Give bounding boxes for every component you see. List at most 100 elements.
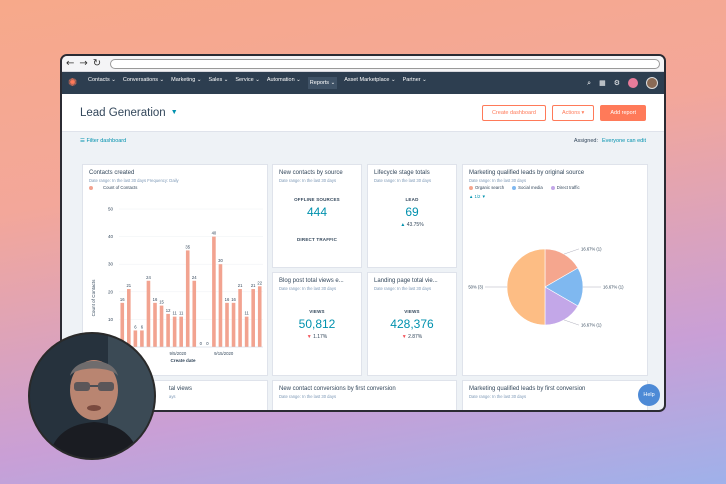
x-tick-label: 9/5/2020 [170,351,187,356]
legend-label: Social media [518,185,543,190]
bar [244,316,249,347]
kpi-label: OFFLINE SOURCES [294,197,340,202]
kpi-label: LEAD [405,197,419,202]
data-label: 30 [218,258,223,263]
card-subtitle: Date range: In the last 30 days Frequenc… [89,178,179,183]
y-axis-label: Count of Contacts [91,279,96,316]
kpi-value: 444 [306,205,328,219]
landing-views-card[interactable]: Landing page total vie... Date range: In… [367,272,457,376]
hubspot-logo-icon[interactable]: ✺ [68,76,78,89]
address-bar[interactable] [110,58,660,69]
nav-right: ⌕ ▦ ⚙ [587,77,658,89]
settings-icon[interactable]: ⚙ [613,79,620,87]
bar [251,289,255,347]
help-button[interactable]: Help [638,384,660,406]
legend-item[interactable]: Social media [512,185,543,190]
bar [225,302,229,347]
card-subtitle: Date range: In the last 30 days [374,178,432,183]
data-label: 16 [120,297,125,302]
bar [159,305,164,347]
contacts-bar-chart: 0102030405016216624161512111135240040301… [91,207,263,363]
add-report-button[interactable]: Add report [600,104,646,121]
card-subtitle: Date range: In the last 30 days [279,178,337,183]
data-label: 12 [166,308,171,313]
filter-dashboard-link[interactable]: ☰ Filter dashboard [80,138,127,144]
notifications-icon[interactable] [628,78,638,88]
kpi-change: ▼ 2.87% [368,334,456,340]
card-title: Contacts created [89,170,135,176]
legend-label: Direct traffic [556,185,580,190]
nav-item-partner[interactable]: Partner ⌄ [402,77,427,83]
dashboard-title[interactable]: Lead Generation [80,106,166,119]
back-icon[interactable]: ← [66,57,75,69]
bar [172,316,177,347]
create-dashboard-button[interactable]: Create dashboard [481,104,546,121]
data-label: 11 [179,311,184,316]
chevron-down-icon[interactable]: ▼ [170,109,178,116]
data-label: 6 [134,324,137,329]
mql-first-conversion-card[interactable]: Marketing qualified leads by first conve… [462,380,648,410]
browser-toolbar: ← → ↻ [62,56,664,72]
bar [140,330,144,347]
legend-label: Organic search [475,185,505,190]
forward-icon[interactable]: → [79,57,88,69]
nav-item-sales[interactable]: Sales ⌄ [208,77,229,83]
bar [120,302,125,347]
pie-slice [506,248,546,326]
assigned-value-link[interactable]: Everyone can edit [601,138,646,144]
legend-swatch [512,185,517,190]
nav-item-marketing[interactable]: Marketing ⌄ [171,77,202,83]
lifecycle-card[interactable]: Lifecycle stage totals Date range: In th… [367,164,457,268]
y-tick-label: 30 [108,262,114,267]
data-label: 21 [238,283,243,288]
nav-item-automation[interactable]: Automation ⌄ [266,77,301,83]
data-label: 16 [231,297,236,302]
x-axis-label: Create date [170,358,195,363]
browser-window: ← → ↻ ✺ Contacts ⌄ Conversations ⌄ Marke… [60,54,666,412]
marketplace-icon[interactable]: ▦ [599,79,606,87]
data-label: 16 [153,297,158,302]
nav-item-reports[interactable]: Reports ⌄ [307,77,338,89]
actions-button[interactable]: Actions ▾ [551,104,595,121]
kpi-label: VIEWS [309,309,325,314]
legend-swatch [550,185,555,190]
presenter-figure [30,334,154,458]
data-label: 21 [251,283,256,288]
data-label: 22 [257,280,262,285]
legend-label: Count of Contacts [103,185,138,190]
kpi-change: ▲ 43.75% [368,222,456,228]
bar [218,264,223,347]
top-nav: ✺ Contacts ⌄ Conversations ⌄ Marketing ⌄… [62,72,664,94]
blog-views-card[interactable]: Blog post total views e... Date range: I… [272,272,362,376]
legend-item[interactable]: Organic search [469,185,504,190]
user-avatar[interactable] [646,77,658,89]
kpi-change-value: 2.87% [408,334,423,340]
assigned-info: Assigned: Everyone can edit [574,138,646,144]
mql-source-card[interactable]: Marketing qualified leads by original so… [462,164,648,376]
kpi-value: 69 [405,205,419,219]
kpi-change-value: 43.75% [406,222,424,228]
card-subtitle: ays [169,394,176,399]
legend-pager[interactable]: ▲ 1/2 ▼ [469,194,486,199]
bar [231,302,236,347]
kpi-change-value: 1.17% [313,334,328,340]
assigned-label: Assigned: [573,138,598,144]
data-label: 24 [146,275,151,280]
card-title: Lifecycle stage totals [374,170,430,176]
search-icon[interactable]: ⌕ [587,78,592,87]
bar [127,289,131,347]
nav-item-asset-marketplace[interactable]: Asset Marketplace ⌄ [344,77,396,83]
presenter-webcam [28,332,156,460]
new-contacts-source-card[interactable]: New contacts by source Date range: In th… [272,164,362,268]
card-title: Marketing qualified leads by original so… [469,170,585,176]
reload-icon[interactable]: ↻ [92,57,102,69]
nav-menu: Contacts ⌄ Conversations ⌄ Marketing ⌄ S… [88,77,427,89]
nav-item-conversations[interactable]: Conversations ⌄ [122,77,165,83]
legend-item[interactable]: Direct traffic [550,185,580,190]
nav-item-contacts[interactable]: Contacts ⌄ [88,77,116,83]
data-label: 11 [172,311,177,316]
card-title: Marketing qualified leads by first conve… [469,386,586,392]
nav-item-service[interactable]: Service ⌄ [235,77,260,83]
dashboard-header: Lead Generation ▼ Create dashboard Actio… [62,94,664,132]
conversions-card[interactable]: New contact conversions by first convers… [272,380,457,410]
